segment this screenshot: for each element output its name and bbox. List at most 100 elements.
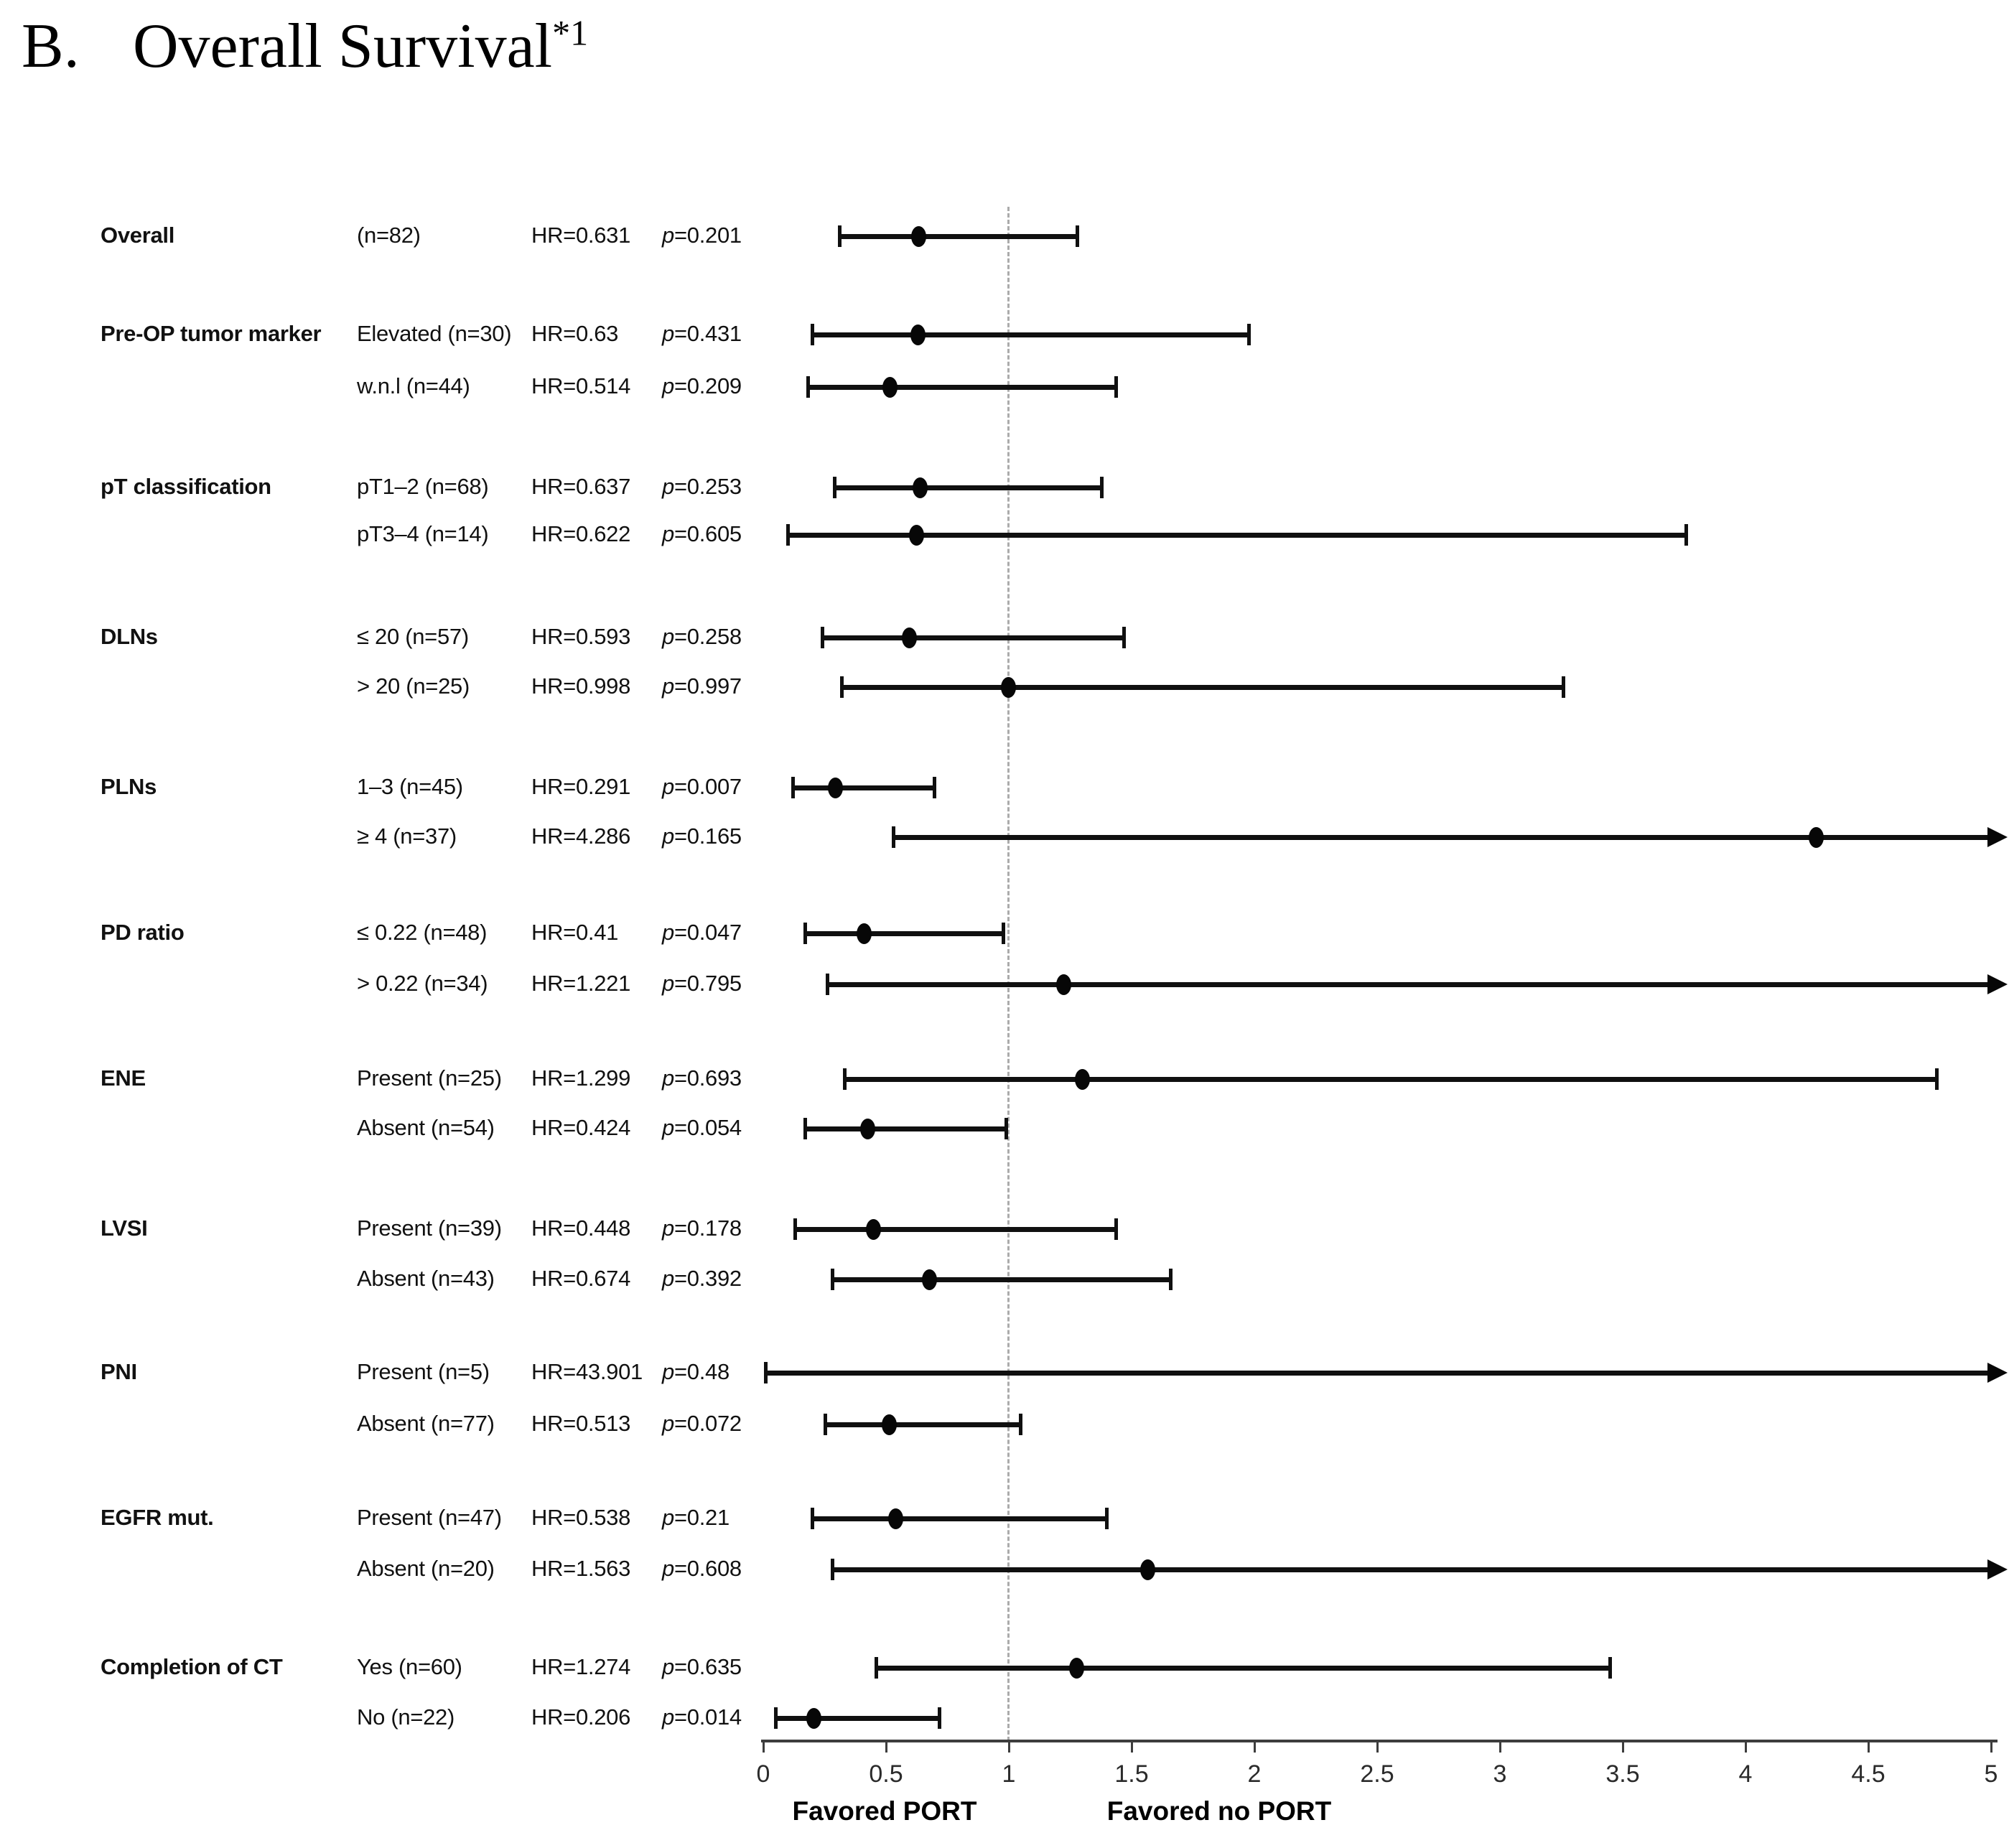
- axis-tick-label: 4: [1738, 1760, 1753, 1788]
- ci-cap-high: [938, 1707, 942, 1729]
- hr-label: HR=0.998: [531, 673, 631, 699]
- ci-bar: [826, 982, 1990, 987]
- group-label: PD ratio: [101, 919, 185, 945]
- p-label: p=0.258: [662, 623, 742, 649]
- ci-cap-high: [1004, 1118, 1008, 1139]
- ci-bar: [893, 835, 1990, 840]
- hr-label: HR=0.424: [531, 1114, 631, 1140]
- group-label: PNI: [101, 1358, 137, 1384]
- ci-cap-high: [1122, 627, 1126, 648]
- p-label: p=0.795: [662, 970, 742, 996]
- point-marker: [887, 1508, 903, 1529]
- ci-cap-low: [892, 826, 896, 848]
- subgroup-label: No (n=22): [357, 1704, 455, 1730]
- ci-cap-low: [825, 974, 829, 995]
- subgroup-label: 1–3 (n=45): [357, 773, 463, 799]
- axis-tick-label: 5: [1984, 1760, 1998, 1788]
- axis-tick: [1622, 1741, 1624, 1753]
- ci-cap-high: [1099, 477, 1104, 498]
- p-label: p=0.014: [662, 1704, 742, 1730]
- p-label: p=0.635: [662, 1653, 742, 1679]
- axis-tick: [1254, 1741, 1256, 1753]
- ci-cap-low: [774, 1707, 778, 1729]
- hr-label: HR=0.206: [531, 1704, 631, 1730]
- favored-port-label: Favored PORT: [792, 1796, 977, 1826]
- group-label: Completion of CT: [101, 1653, 283, 1679]
- figure-title-superscript: *1: [552, 12, 589, 53]
- hr-label: HR=4.286: [531, 823, 631, 849]
- p-label: p=0.209: [662, 373, 742, 398]
- point-marker: [921, 1269, 937, 1290]
- p-label: p=0.253: [662, 473, 742, 499]
- ci-cap-high: [1247, 324, 1251, 345]
- ci-bar: [842, 685, 1564, 690]
- point-marker: [1808, 827, 1824, 848]
- hr-label: HR=43.901: [531, 1358, 643, 1384]
- point-marker: [866, 1219, 882, 1240]
- subgroup-label: Present (n=25): [357, 1065, 502, 1091]
- subgroup-label: > 0.22 (n=34): [357, 970, 488, 996]
- point-marker: [882, 377, 898, 398]
- ci-cap-low: [840, 676, 844, 698]
- axis-tick-label: 0: [756, 1760, 770, 1788]
- point-marker: [912, 477, 928, 498]
- p-label: p=0.392: [662, 1265, 742, 1291]
- hr-label: HR=0.622: [531, 521, 631, 546]
- point-marker: [860, 1119, 875, 1139]
- ci-bar: [824, 1422, 1022, 1427]
- ci-cap-low: [786, 524, 791, 546]
- ci-bar: [831, 1567, 1990, 1572]
- axis-tick: [1499, 1741, 1501, 1753]
- ci-cap-low: [803, 1118, 808, 1139]
- ci-bar: [812, 1516, 1107, 1521]
- p-label: p=0.007: [662, 773, 742, 799]
- point-marker: [827, 778, 843, 798]
- hr-label: HR=0.631: [531, 222, 631, 248]
- reference-line-hr1: [1007, 207, 1010, 1741]
- point-marker: [806, 1708, 822, 1729]
- axis-tick: [885, 1741, 887, 1753]
- p-label: p=0.047: [662, 919, 742, 945]
- point-marker: [908, 525, 924, 546]
- ci-cap-low: [811, 1508, 815, 1529]
- figure-panel-letter: B.: [22, 11, 80, 81]
- favored-no-port-label: Favored no PORT: [1106, 1796, 1332, 1826]
- p-label: p=0.605: [662, 521, 742, 546]
- ci-cap-high: [1019, 1414, 1023, 1435]
- point-marker: [910, 226, 926, 247]
- ci-cap-high: [1684, 524, 1688, 546]
- ci-bar: [822, 635, 1124, 640]
- ci-cap-high: [1104, 1508, 1109, 1529]
- point-marker: [882, 1414, 898, 1435]
- ci-cap-high: [933, 777, 937, 798]
- point-marker: [1055, 974, 1071, 995]
- ci-cap-high: [1114, 376, 1119, 398]
- hr-label: HR=1.221: [531, 970, 631, 996]
- subgroup-label: > 20 (n=25): [357, 673, 470, 699]
- axis-tick: [1745, 1741, 1747, 1753]
- axis-tick: [1868, 1741, 1870, 1753]
- ci-bar: [831, 1277, 1171, 1282]
- ci-cap-low: [811, 324, 815, 345]
- ci-bar: [795, 1227, 1117, 1232]
- axis-tick-label: 3: [1493, 1760, 1507, 1788]
- axis-tick-label: 2.5: [1360, 1760, 1394, 1788]
- ci-cap-high: [1561, 676, 1565, 698]
- hr-label: HR=1.563: [531, 1555, 631, 1581]
- subgroup-label: pT3–4 (n=14): [357, 521, 489, 546]
- figure-title: Overall Survival*1: [133, 10, 588, 83]
- group-label: Pre-OP tumor marker: [101, 320, 322, 346]
- axis-tick-label: 1: [1002, 1760, 1016, 1788]
- subgroup-label: Absent (n=43): [357, 1265, 495, 1291]
- hr-label: HR=1.299: [531, 1065, 631, 1091]
- hr-label: HR=0.514: [531, 373, 631, 398]
- subgroup-label: Present (n=47): [357, 1504, 502, 1530]
- ci-cap-low: [830, 1559, 834, 1580]
- subgroup-label: Absent (n=54): [357, 1114, 495, 1140]
- point-marker: [1068, 1658, 1084, 1679]
- axis-tick-label: 0.5: [869, 1760, 903, 1788]
- axis-tick: [1990, 1741, 1992, 1753]
- arrow-right-icon: [1987, 827, 2008, 847]
- ci-cap-low: [803, 923, 808, 944]
